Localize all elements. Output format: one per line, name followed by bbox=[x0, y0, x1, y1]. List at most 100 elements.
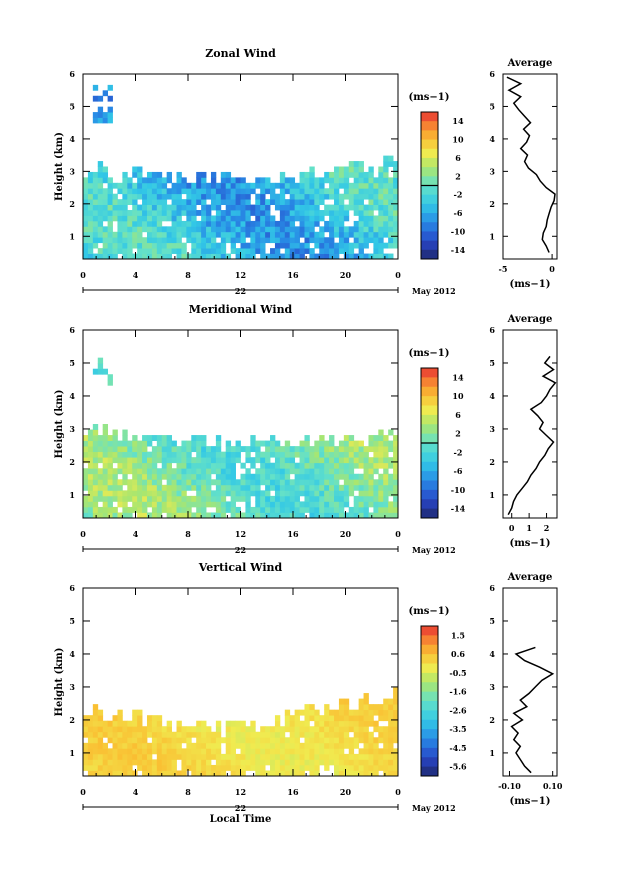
heatmap-cell bbox=[245, 210, 251, 216]
heatmap-cell bbox=[181, 753, 187, 760]
heatmap-cell bbox=[358, 446, 364, 453]
heatmap-cell bbox=[279, 490, 286, 497]
heatmap-cell bbox=[196, 242, 202, 249]
heatmap-cell bbox=[274, 770, 281, 777]
heatmap-cell bbox=[87, 248, 94, 254]
heatmap-cell bbox=[151, 446, 158, 453]
heatmap-cell bbox=[353, 242, 360, 249]
heatmap-cell bbox=[324, 726, 330, 733]
heatmap-cell bbox=[329, 210, 335, 216]
heatmap-cell bbox=[235, 770, 241, 777]
heatmap-cell bbox=[304, 495, 310, 502]
heatmap-cell bbox=[265, 182, 271, 189]
heatmap-cell bbox=[206, 490, 212, 497]
heatmap-cell bbox=[304, 204, 310, 211]
heatmap-cell bbox=[343, 698, 350, 705]
heatmap-cell bbox=[156, 720, 163, 727]
heatmap-cell bbox=[201, 473, 207, 480]
heatmap-cell bbox=[127, 457, 133, 464]
heatmap-cell bbox=[265, 210, 271, 216]
heatmap-cell bbox=[97, 435, 104, 441]
heatmap-cell bbox=[245, 742, 251, 749]
heatmap-cell bbox=[171, 770, 177, 777]
heatmap-cell bbox=[309, 770, 315, 777]
heatmap-cell bbox=[215, 742, 222, 749]
heatmap-cell bbox=[245, 446, 251, 453]
heatmap-cell bbox=[137, 484, 143, 491]
heatmap-cell bbox=[102, 759, 109, 766]
heatmap-cell bbox=[137, 451, 143, 458]
heatmap-cell bbox=[279, 748, 286, 755]
heatmap-cell bbox=[176, 226, 182, 233]
heatmap-cell bbox=[334, 748, 340, 755]
heatmap-cell bbox=[368, 715, 374, 722]
y-tick-label: 6 bbox=[69, 69, 75, 79]
heatmap-cell bbox=[304, 731, 310, 738]
heatmap-cell bbox=[324, 753, 330, 760]
heatmap-cell bbox=[329, 742, 335, 749]
heatmap-cell bbox=[210, 457, 217, 464]
heatmap-cell bbox=[284, 709, 291, 716]
heatmap-cell bbox=[127, 237, 133, 244]
heatmap-cell bbox=[220, 231, 227, 238]
heatmap-cell bbox=[97, 451, 104, 458]
heatmap-cell bbox=[289, 770, 296, 777]
heatmap-cell bbox=[156, 204, 163, 211]
heatmap-cell bbox=[274, 731, 281, 738]
heatmap-cell bbox=[368, 737, 374, 744]
heatmap-cell bbox=[102, 368, 109, 375]
panel-title: Zonal Wind bbox=[205, 47, 276, 60]
heatmap-cell bbox=[260, 506, 266, 513]
heatmap-cell bbox=[319, 193, 325, 200]
heatmap-cell bbox=[383, 226, 389, 233]
heatmap-cell bbox=[102, 770, 109, 777]
heatmap-cell bbox=[230, 731, 236, 738]
heatmap-cell bbox=[117, 495, 123, 502]
heatmap-cell bbox=[176, 171, 182, 178]
heatmap-cell bbox=[83, 501, 89, 508]
heatmap-cell bbox=[156, 495, 163, 502]
heatmap-cell bbox=[97, 484, 104, 491]
heatmap-cell bbox=[191, 457, 197, 464]
colorbar-segment bbox=[421, 240, 438, 251]
heatmap-cell bbox=[334, 193, 340, 200]
heatmap-cell bbox=[309, 479, 315, 486]
heatmap-cell bbox=[186, 204, 192, 211]
heatmap-cell bbox=[383, 155, 389, 162]
heatmap-cell bbox=[270, 199, 276, 205]
heatmap-cell bbox=[83, 440, 89, 447]
heatmap-cell bbox=[132, 204, 138, 211]
heatmap-cell bbox=[363, 253, 369, 260]
heatmap-cell bbox=[289, 253, 296, 260]
heatmap-cell bbox=[383, 193, 389, 200]
heatmap-cell bbox=[388, 770, 394, 777]
heatmap-cell bbox=[289, 462, 296, 469]
colorbar-segment bbox=[421, 682, 438, 693]
heatmap-cell bbox=[107, 237, 113, 244]
heatmap-cell bbox=[156, 226, 163, 233]
heatmap-cell bbox=[309, 446, 315, 453]
heatmap-cell bbox=[230, 764, 236, 771]
heatmap-cell bbox=[206, 731, 212, 738]
heatmap-cell bbox=[304, 177, 310, 184]
colorbar-segment bbox=[421, 112, 438, 122]
heatmap-cell bbox=[299, 770, 305, 777]
heatmap-cell bbox=[156, 512, 163, 519]
heatmap-cell bbox=[299, 512, 305, 519]
heatmap-cell bbox=[151, 715, 158, 722]
heatmap-cell bbox=[92, 237, 99, 244]
heatmap-cell bbox=[319, 473, 325, 480]
heatmap-cell bbox=[97, 193, 104, 200]
heatmap-cell bbox=[196, 748, 202, 755]
heatmap-cell bbox=[270, 435, 276, 441]
heatmap-cell bbox=[156, 220, 163, 227]
heatmap-cell bbox=[230, 742, 236, 749]
heatmap-cell bbox=[373, 457, 379, 464]
heatmap-cell bbox=[186, 501, 192, 508]
heatmap-cell bbox=[368, 182, 374, 189]
heatmap-cell bbox=[156, 737, 163, 744]
heatmap-cell bbox=[319, 446, 325, 453]
heatmap-cell bbox=[250, 231, 256, 238]
heatmap-cell bbox=[324, 737, 330, 744]
heatmap-cell bbox=[250, 226, 256, 233]
